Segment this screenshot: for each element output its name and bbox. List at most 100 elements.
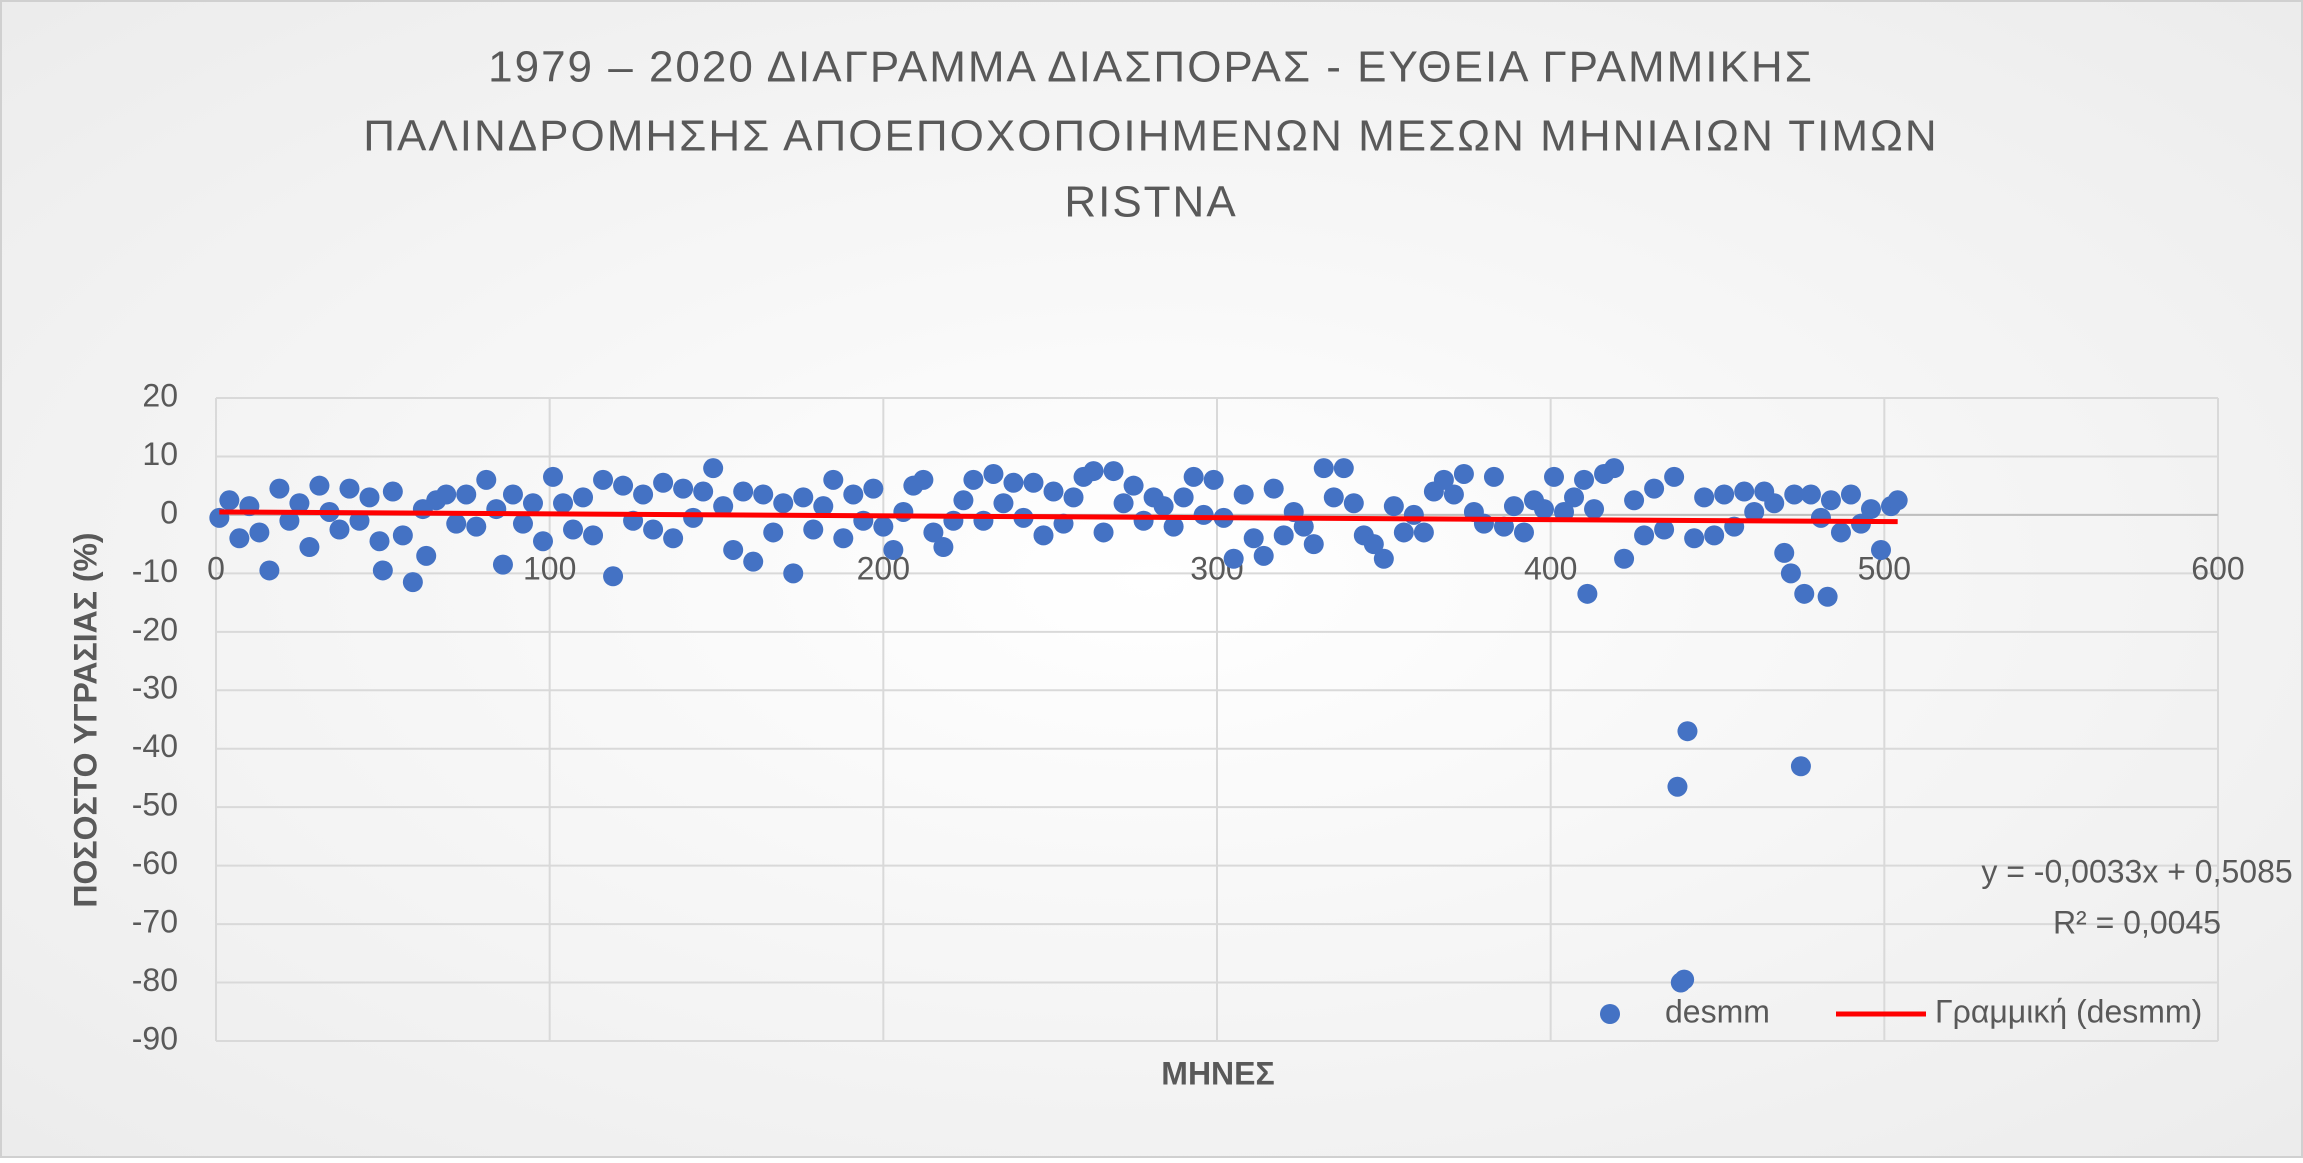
scatter-point (1744, 501, 1765, 522)
scatter-point (1473, 513, 1494, 534)
scatter-point (1173, 487, 1194, 508)
scatter-point (1063, 487, 1084, 508)
scatter-point (1764, 493, 1785, 514)
chart-title: 1979 – 2020 ΔΙΑΓΡΑΜΜΑ ΔΙΑΣΠΟΡΑΣ - ΕΥΘΕΙΑ… (488, 43, 1814, 92)
scatter-point (402, 572, 423, 593)
trendline-r2: R² = 0,0045 (2053, 904, 2221, 940)
scatter-point (1483, 466, 1504, 487)
scatter-point (663, 528, 684, 549)
scatter-point (1830, 522, 1851, 543)
scatter-point (673, 478, 694, 499)
scatter-point (1554, 501, 1575, 522)
scatter-point (522, 493, 543, 514)
scatter-point (783, 563, 804, 584)
scatter-point (1817, 586, 1838, 607)
scatter-point (1684, 528, 1705, 549)
y-tick-label: 20 (142, 377, 178, 413)
y-tick-label: 10 (142, 436, 178, 472)
scatter-point (793, 487, 814, 508)
y-tick-label: -10 (132, 553, 178, 589)
scatter-point (1223, 548, 1244, 569)
scatter-point (1574, 469, 1595, 490)
scatter-point (466, 516, 487, 537)
scatter-point (1667, 776, 1688, 797)
scatter-point (1644, 478, 1665, 499)
scatter-point (753, 484, 774, 505)
scatter-point (329, 519, 350, 540)
scatter-point (993, 493, 1014, 514)
scatter-point (593, 469, 614, 490)
scatter-point (299, 537, 320, 558)
scatter-point (1363, 534, 1384, 555)
scatter-point (633, 484, 654, 505)
scatter-point (1203, 469, 1224, 490)
scatter-point (1564, 487, 1585, 508)
scatter-point (1323, 487, 1344, 508)
scatter-point (1794, 583, 1815, 604)
trendline-equation: y = -0,0033x + 0,5085 (1981, 853, 2292, 889)
scatter-point (543, 466, 564, 487)
scatter-point (863, 478, 884, 499)
scatter-point (553, 493, 574, 514)
scatter-point (309, 475, 330, 496)
x-tick-label: 400 (1524, 550, 1577, 586)
trendline (219, 509, 1898, 525)
scatter-point (259, 560, 280, 581)
scatter-point (913, 469, 934, 490)
scatter-point (1577, 583, 1598, 604)
scatter-point (532, 531, 553, 552)
scatter-point (703, 458, 724, 479)
scatter-point (476, 469, 497, 490)
scatter-point (339, 478, 360, 499)
scatter-point (1093, 522, 1114, 543)
y-tick-label: -50 (132, 787, 178, 823)
scatter-point (1654, 519, 1675, 540)
y-axis-title: ΠΟΣΟΣΤΟ ΥΓΡΑΣΙΑΣ (%) (67, 532, 103, 907)
scatter-point (289, 493, 310, 514)
scatter-point (1443, 484, 1464, 505)
y-tick-label: -60 (132, 845, 178, 881)
scatter-point (1664, 466, 1685, 487)
scatter-point (713, 496, 734, 517)
scatter-point (693, 481, 714, 502)
scatter-point (1533, 499, 1554, 520)
scatter-point (382, 481, 403, 502)
scatter-point (1183, 466, 1204, 487)
scatter-point (563, 519, 584, 540)
scatter-point (733, 481, 754, 502)
scatter-point (873, 516, 894, 537)
scatter-point (1503, 496, 1524, 517)
scatter-point (249, 522, 270, 543)
scatter-point (1313, 458, 1334, 479)
legend-marker (1600, 1004, 1620, 1024)
scatter-point (269, 478, 290, 499)
scatter-point (933, 537, 954, 558)
y-tick-label: -90 (132, 1020, 178, 1056)
scatter-point (1604, 458, 1625, 479)
scatter-point (1840, 484, 1861, 505)
scatter-point (1113, 493, 1134, 514)
scatter-point (683, 507, 704, 528)
scatter-point (1584, 499, 1605, 520)
scatter-point (1263, 478, 1284, 499)
scatter-point (1343, 493, 1364, 514)
scatter-point (1513, 522, 1534, 543)
scatter-point (1293, 516, 1314, 537)
scatter-point (1023, 472, 1044, 493)
scatter-point (883, 539, 904, 560)
scatter-point (643, 519, 664, 540)
x-tick-label: 0 (207, 550, 225, 586)
scatter-point (392, 525, 413, 546)
scatter-point (803, 519, 824, 540)
scatter-point (1734, 481, 1755, 502)
scatter-point (893, 501, 914, 522)
scatter-point (1413, 522, 1434, 543)
scatter-point (1383, 496, 1404, 517)
scatter-point (369, 531, 390, 552)
scatter-point (1253, 545, 1274, 566)
scatter-point (1614, 548, 1635, 569)
scatter-point (1784, 484, 1805, 505)
chart-subtitle: RISTNA (1064, 178, 1237, 227)
